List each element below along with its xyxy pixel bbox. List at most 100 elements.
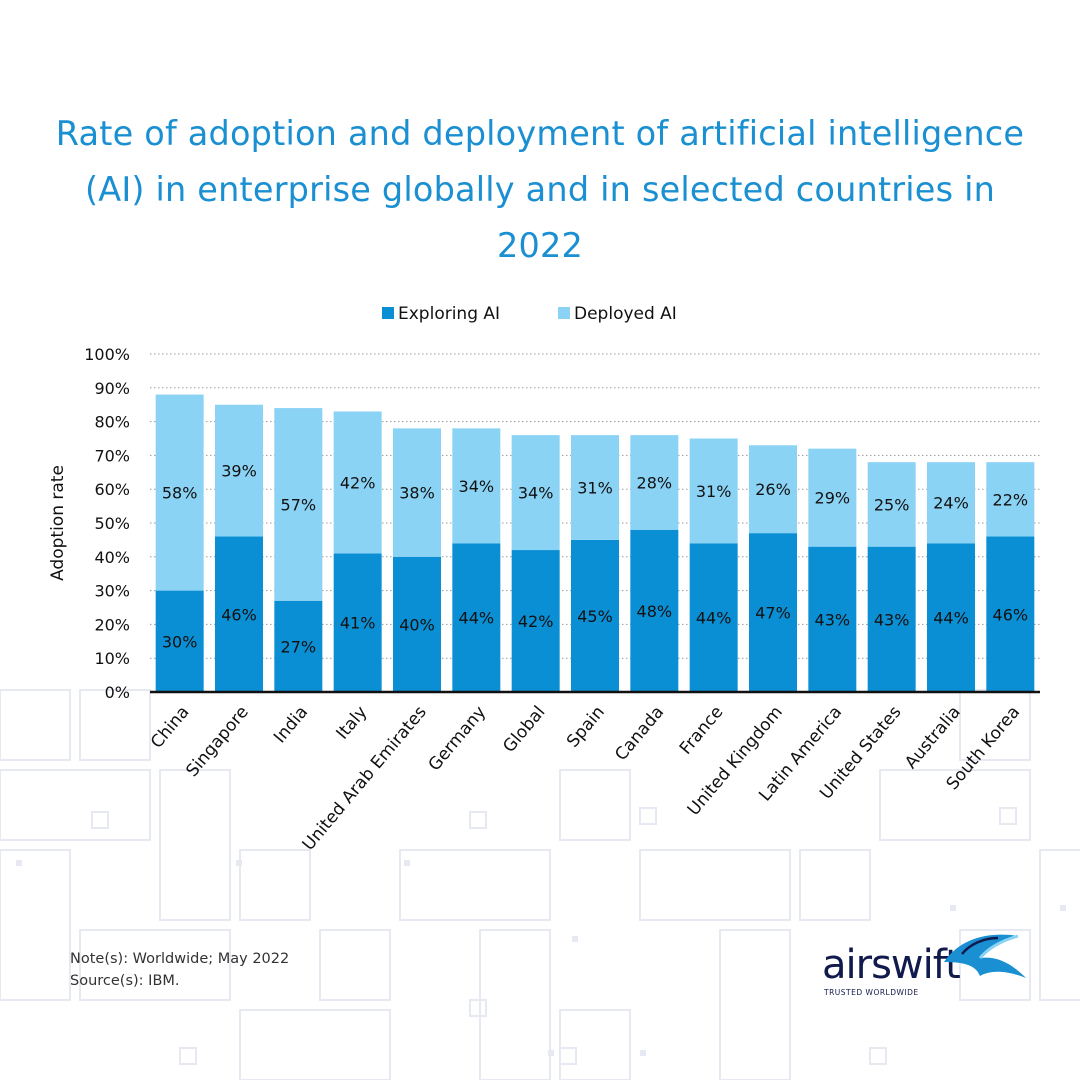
pattern-square (559, 1009, 631, 1080)
bar-deployed (274, 408, 323, 601)
data-label-deployed: 31% (696, 482, 732, 501)
bar-deployed (452, 428, 501, 544)
data-label-deployed: 58% (162, 484, 198, 503)
data-label-exploring: 45% (577, 607, 613, 626)
pattern-small-square (869, 1047, 887, 1065)
data-label-deployed: 25% (874, 495, 910, 514)
bar-deployed (155, 394, 204, 591)
bar-deployed (511, 435, 560, 551)
bar-deployed (571, 435, 619, 540)
y-tick-label: 60% (94, 480, 130, 499)
y-tick-label: 10% (94, 649, 130, 668)
pattern-square (1039, 849, 1080, 1001)
data-label-exploring: 27% (281, 637, 317, 656)
pattern-square (239, 849, 311, 921)
y-tick-label: 20% (94, 615, 130, 634)
bar-deployed (749, 445, 797, 534)
pattern-square (159, 769, 231, 921)
bar-exploring (155, 590, 204, 692)
pattern-small-square (469, 811, 487, 829)
x-tick-label: Canada (611, 702, 668, 764)
bar-exploring (511, 550, 560, 692)
brand-name: airswift (822, 942, 961, 988)
data-label-deployed: 26% (755, 480, 791, 499)
y-tick-label: 30% (94, 582, 130, 601)
stacked-bar-chart: 0% 10% 20% 30% 40% 50% 60% 70% 80% 90% 100% Adoptio… (48, 304, 1040, 855)
swift-bird-icon (944, 934, 1026, 978)
data-label-deployed: 57% (281, 495, 317, 514)
x-tick-label: Italy (332, 702, 371, 743)
pattern-dot (1060, 905, 1066, 911)
data-label-exploring: 40% (399, 615, 435, 634)
data-label-deployed: 38% (399, 484, 435, 503)
bar-exploring (986, 536, 1035, 692)
pattern-square (719, 929, 791, 1080)
data-label-exploring: 43% (874, 610, 910, 629)
bar-exploring (452, 543, 501, 692)
pattern-small-square (469, 999, 487, 1017)
data-label-exploring: 42% (518, 612, 554, 631)
data-label-exploring: 44% (459, 609, 495, 628)
bar-deployed (867, 462, 916, 547)
pattern-square (239, 1009, 391, 1080)
data-label-exploring: 41% (340, 614, 376, 633)
y-tick-label: 0% (105, 683, 130, 702)
pattern-square (79, 689, 151, 761)
airswift-logo: airswift TRUSTED WORLDWIDE (822, 934, 1026, 1002)
data-label-exploring: 44% (933, 609, 969, 628)
y-tick-label: 50% (94, 514, 130, 533)
pattern-dot (950, 905, 956, 911)
legend-label-deployed: Deployed AI (574, 304, 677, 324)
bar-deployed (215, 404, 263, 537)
y-tick-label: 70% (94, 446, 130, 465)
y-tick-label: 100% (84, 345, 130, 364)
legend-swatch-exploring (382, 307, 394, 319)
bar-deployed (630, 435, 679, 530)
bar-exploring (927, 543, 975, 692)
bar-deployed (333, 411, 382, 554)
bar-exploring (867, 546, 916, 692)
bar-exploring (749, 533, 797, 692)
x-tick-label: United Arab Emirates (299, 702, 431, 854)
bar-exploring (808, 546, 857, 692)
y-axis-label: Adoption rate (48, 465, 68, 581)
x-tick-label: Australia (901, 702, 965, 772)
chart-notes: Note(s): Worldwide; May 2022 Source(s): … (70, 948, 289, 992)
x-tick-label: Spain (563, 702, 609, 751)
bar-deployed (927, 462, 975, 544)
pattern-dot (548, 1050, 554, 1056)
bar-exploring (630, 529, 679, 692)
x-tick-label: Singapore (182, 702, 252, 781)
brand-tagline: TRUSTED WORLDWIDE (824, 988, 919, 997)
pattern-square (319, 929, 391, 1001)
y-tick-label: 90% (94, 379, 130, 398)
pattern-square (479, 929, 551, 1080)
y-tick-label: 80% (94, 413, 130, 432)
bar-deployed (393, 428, 441, 557)
pattern-square (79, 929, 231, 1001)
data-label-exploring: 44% (696, 609, 732, 628)
bar-exploring (215, 536, 263, 692)
bar-deployed (689, 438, 738, 544)
data-label-exploring: 46% (993, 605, 1029, 624)
y-tick-label: 40% (94, 548, 130, 567)
pattern-dot (236, 860, 242, 866)
pattern-square (959, 929, 1031, 1001)
data-label-exploring: 46% (221, 605, 257, 624)
pattern-square (399, 849, 551, 921)
pattern-small-square (999, 807, 1017, 825)
pattern-small-square (91, 811, 109, 829)
pattern-dot (640, 1050, 646, 1056)
chart-title: Rate of adoption and deployment of artif… (55, 114, 1025, 265)
data-label-exploring: 47% (755, 604, 791, 623)
pattern-small-square (559, 1047, 577, 1065)
bar-deployed (808, 448, 857, 547)
source-text: Source(s): IBM. (70, 973, 180, 989)
bar-exploring (393, 556, 441, 692)
bar-exploring (571, 539, 619, 692)
x-tick-label: France (676, 702, 728, 758)
data-label-deployed: 39% (221, 462, 257, 481)
pattern-dot (16, 860, 22, 866)
x-tick-label: India (270, 702, 312, 747)
